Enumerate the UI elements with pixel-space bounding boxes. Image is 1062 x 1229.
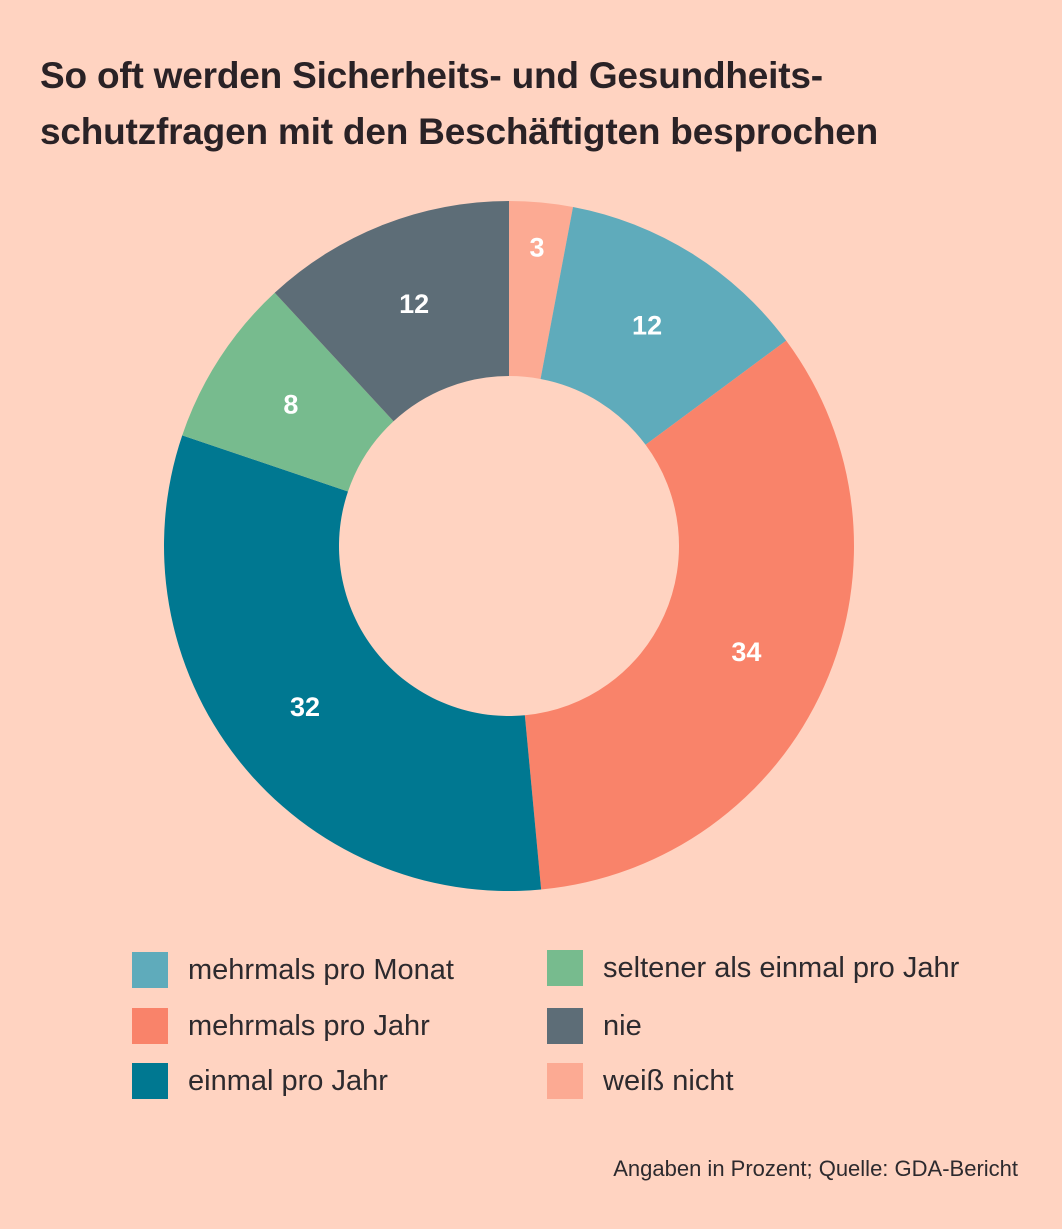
legend-swatch — [547, 1063, 583, 1099]
chart-title: So oft werden Sicherheits- und Gesundhei… — [40, 48, 1000, 160]
donut-slice-mehrmals-pro-jahr — [524, 340, 854, 890]
data-label: 32 — [290, 692, 320, 722]
source-note: Angaben in Prozent; Quelle: GDA-Bericht — [613, 1156, 1018, 1181]
legend-item-einmal-pro-jahr: einmal pro Jahr — [132, 1061, 388, 1101]
data-label: 12 — [632, 311, 662, 341]
chart-title-line-1: So oft werden Sicherheits- und Gesundhei… — [40, 55, 823, 96]
legend-label: weiß nicht — [603, 1064, 734, 1097]
donut-slice-mehrmals-pro-monat — [540, 206, 787, 445]
legend-swatch — [547, 1008, 583, 1044]
legend-label: mehrmals pro Jahr — [188, 1009, 430, 1042]
legend-label: mehrmals pro Monat — [188, 953, 454, 986]
legend-label: nie — [603, 1009, 642, 1042]
chart-title-line-2: schutzfragen mit den Beschäftigten bespr… — [40, 111, 879, 152]
legend-item-weiss-nicht: weiß nicht — [547, 1061, 734, 1101]
legend-swatch — [132, 1063, 168, 1099]
donut-chart: 3 12 34 32 8 12 — [163, 201, 854, 891]
legend-label: seltener als einmal pro Jahr — [603, 951, 960, 984]
donut-slice-weiss-nicht — [509, 201, 574, 379]
legend-item-seltener-als-einmal-pro-jahr: seltener als einmal pro Jahr — [547, 948, 959, 988]
legend-item-mehrmals-pro-monat: mehrmals pro Monat — [132, 950, 454, 990]
donut-slice-nie — [274, 201, 509, 422]
legend-item-nie: nie — [547, 1006, 642, 1046]
legend-swatch — [132, 952, 168, 988]
legend-swatch — [132, 1008, 168, 1044]
legend-swatch — [547, 950, 583, 986]
donut-slice-einmal-pro-jahr — [163, 435, 542, 891]
data-label: 12 — [399, 289, 429, 319]
donut-slice-seltener-als-einmal-pro-jahr — [182, 292, 394, 492]
legend-label: einmal pro Jahr — [188, 1064, 388, 1097]
legend-item-mehrmals-pro-jahr: mehrmals pro Jahr — [132, 1006, 430, 1046]
chart-legend: mehrmals pro Monat mehrmals pro Jahr ein… — [132, 944, 1012, 1114]
data-label: 34 — [731, 637, 761, 667]
data-label: 3 — [529, 232, 544, 262]
data-label: 8 — [283, 390, 298, 420]
